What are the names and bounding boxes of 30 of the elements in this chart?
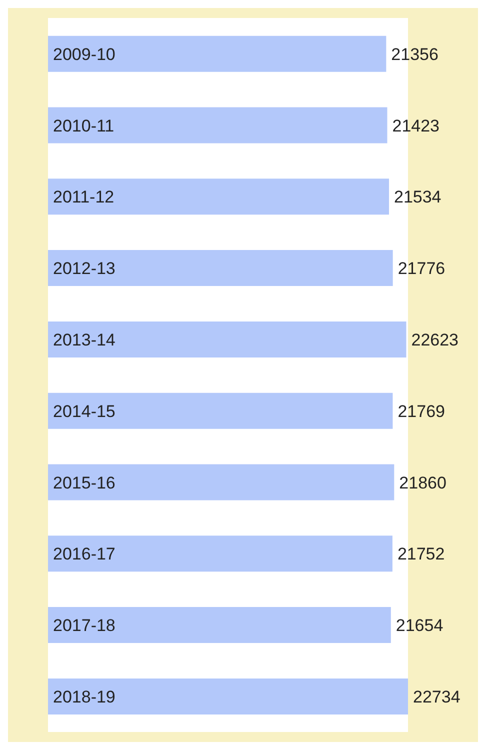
y-tick-label: 2013-14: [53, 330, 116, 350]
y-tick-label: 2010-11: [53, 116, 114, 136]
data-label: 21534: [394, 188, 442, 207]
bar: [48, 107, 388, 144]
bar: [48, 178, 389, 215]
bar: [48, 607, 391, 644]
y-tick-label: 2016-17: [53, 544, 116, 564]
bar: [48, 678, 408, 714]
data-label: 22623: [411, 330, 459, 350]
data-label: 21776: [398, 259, 446, 278]
y-tick-label: 2017-18: [53, 616, 116, 636]
data-label: 21423: [392, 116, 440, 136]
data-label: 22734: [413, 687, 460, 706]
data-label: 21356: [391, 44, 438, 64]
bar: [48, 392, 393, 429]
data-label: 21860: [399, 473, 446, 492]
bar: [48, 36, 386, 72]
bar: [48, 321, 406, 358]
y-tick-label: 2012-13: [53, 259, 116, 278]
y-tick-label: 2015-16: [53, 473, 116, 492]
y-tick-label: 2018-19: [53, 687, 116, 706]
y-tick-label: 2009-10: [53, 44, 116, 64]
data-label: 21654: [396, 616, 444, 636]
bar: [48, 464, 394, 500]
data-label: 21752: [397, 544, 445, 564]
data-label: 21769: [398, 402, 445, 421]
y-tick-label: 2011-12: [53, 188, 114, 207]
bar: [48, 250, 393, 286]
bar: [48, 536, 392, 572]
y-tick-label: 2014-15: [53, 402, 116, 421]
